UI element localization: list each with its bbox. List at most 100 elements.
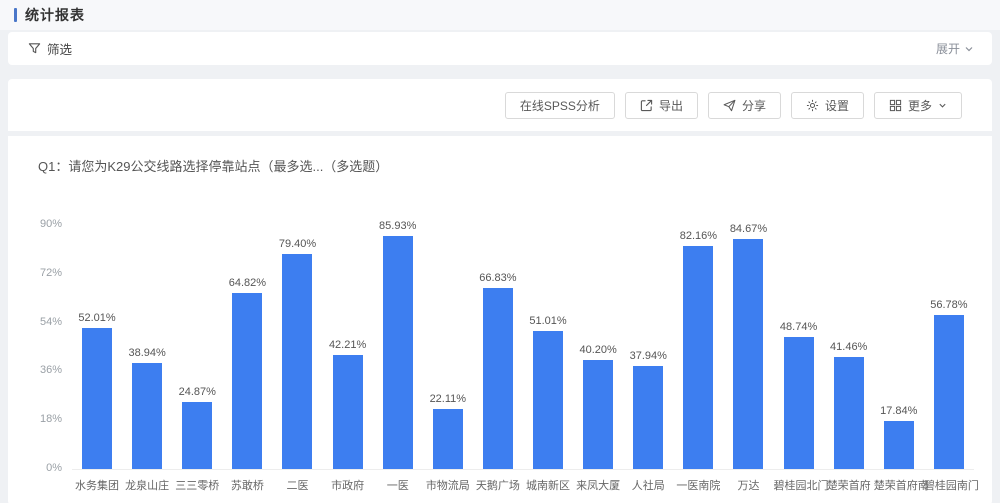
- x-axis-label: 市政府: [331, 480, 365, 492]
- filter-funnel-icon: [28, 42, 41, 55]
- toolbar: 在线SPSS分析 导出 分享: [8, 79, 992, 131]
- page-title: 统计报表: [25, 7, 85, 23]
- bar-column: 22.11%: [423, 199, 473, 469]
- grid-icon: [889, 99, 902, 112]
- y-axis-tick: 72%: [39, 266, 62, 279]
- x-axis-label: 城南新区: [526, 480, 571, 492]
- x-axis-label: 三三零桥: [175, 480, 220, 492]
- bar-value-label: 51.01%: [529, 314, 567, 327]
- bar-column: 48.74%: [774, 199, 824, 469]
- bar[interactable]: [182, 401, 213, 469]
- share-button[interactable]: 分享: [707, 91, 781, 119]
- bar-value-label: 84.67%: [729, 223, 768, 236]
- more-label: 更多: [907, 98, 932, 113]
- bar-value-label: 79.40%: [278, 237, 317, 250]
- export-icon: [640, 99, 653, 112]
- bar-column: 41.46%: [824, 199, 874, 469]
- question-title: Q1：请您为K29公交线路选择停靠站点（最多选...（多选题）: [38, 159, 389, 174]
- bar-value-label: 48.74%: [779, 320, 818, 333]
- x-axis-label: 龙泉山庄: [125, 480, 170, 492]
- bar-column: 64.82%: [222, 199, 272, 469]
- bar[interactable]: [382, 236, 413, 469]
- x-axis-label: 苏敢桥: [230, 480, 264, 492]
- spss-analysis-label: 在线SPSS分析: [519, 98, 600, 113]
- bar[interactable]: [883, 420, 914, 469]
- x-axis-label: 天鹅广场: [475, 480, 520, 492]
- x-axis-label: 来凤大厦: [576, 480, 621, 492]
- bar-value-label: 52.01%: [78, 312, 116, 324]
- bar[interactable]: [132, 363, 163, 469]
- share-label: 分享: [741, 98, 766, 113]
- x-axis-label: 一医南院: [676, 480, 721, 492]
- x-axis-label: 碧桂园南门: [923, 480, 979, 492]
- bar[interactable]: [733, 239, 764, 469]
- bar-column: 56.78%: [924, 199, 974, 469]
- gear-icon: [806, 99, 819, 112]
- bar-value-label: 85.93%: [379, 220, 417, 233]
- bar-column: 84.67%: [723, 199, 773, 469]
- y-axis: 0% 18% 36% 54% 72% 90%: [22, 218, 62, 474]
- bar-column: 66.83%: [473, 199, 523, 469]
- bar[interactable]: [432, 409, 463, 469]
- filter-toggle[interactable]: 筛选: [28, 39, 72, 58]
- y-axis-tick: 0%: [46, 462, 62, 474]
- bar-value-label: 66.83%: [479, 271, 517, 284]
- y-axis-tick: 90%: [39, 218, 62, 230]
- bar[interactable]: [833, 356, 864, 469]
- x-axis-label: 水务集团: [75, 480, 120, 492]
- bar-value-label: 40.20%: [579, 344, 617, 357]
- report-card: Q1：请您为K29公交线路选择停靠站点（最多选...（多选题） 0% 18% 36%…: [8, 136, 992, 503]
- settings-label: 设置: [824, 98, 849, 113]
- bar-value-label: 37.94%: [629, 350, 667, 363]
- filter-label: 筛选: [47, 43, 73, 57]
- bar-value-label: 17.84%: [880, 404, 918, 417]
- chevron-down-icon: [964, 44, 974, 54]
- bar[interactable]: [482, 287, 513, 469]
- bar[interactable]: [282, 253, 313, 469]
- export-label: 导出: [658, 98, 683, 113]
- bar-value-label: 56.78%: [930, 299, 968, 312]
- x-axis-label: 二医: [286, 480, 309, 492]
- x-axis-label: 人社局: [631, 480, 665, 492]
- bar-column: 17.84%: [874, 199, 924, 469]
- bar-column: 40.20%: [573, 199, 623, 469]
- y-axis-tick: 54%: [39, 315, 62, 328]
- y-axis-tick: 18%: [39, 413, 62, 426]
- x-axis-label: 碧桂园北门: [773, 480, 829, 492]
- expand-toggle[interactable]: 展开: [936, 40, 974, 57]
- bar-column: 51.01%: [523, 199, 573, 469]
- bar[interactable]: [583, 360, 614, 469]
- more-button[interactable]: 更多: [873, 91, 962, 119]
- bar-value-label: 24.87%: [178, 385, 216, 398]
- bar-value-label: 82.16%: [679, 230, 718, 243]
- bar[interactable]: [82, 328, 113, 469]
- filter-bar: 筛选 展开: [8, 32, 992, 65]
- bar[interactable]: [783, 336, 814, 469]
- bar[interactable]: [533, 330, 564, 469]
- bar-value-label: 22.11%: [429, 393, 467, 406]
- expand-label: 展开: [935, 42, 960, 56]
- y-axis-tick: 36%: [39, 364, 62, 377]
- settings-button[interactable]: 设置: [790, 91, 864, 119]
- x-axis: 水务集团 龙泉山庄 三三零桥 苏敢桥 二医 市政府 一医 市物流局 天鹅广场 城南新区 来凤大厦 人社…: [72, 470, 979, 493]
- spss-analysis-button[interactable]: 在线SPSS分析: [504, 91, 615, 119]
- bar[interactable]: [933, 315, 964, 469]
- bar-column: 79.40%: [272, 199, 322, 469]
- x-axis-label: 市物流局: [425, 480, 470, 492]
- bar-column: 82.16%: [673, 199, 723, 469]
- bar-column: 85.93%: [373, 199, 423, 469]
- export-button[interactable]: 导出: [624, 91, 698, 119]
- bar-value-label: 42.21%: [328, 338, 367, 351]
- bar-column: 52.01%: [72, 199, 122, 469]
- bar[interactable]: [232, 293, 263, 469]
- bar-column: 24.87%: [172, 199, 222, 469]
- chevron-down-icon: [938, 101, 947, 110]
- bar[interactable]: [332, 354, 363, 469]
- bar-value-label: 41.46%: [830, 340, 868, 353]
- bar[interactable]: [683, 246, 714, 469]
- bar[interactable]: [633, 366, 664, 469]
- bar-column: 37.94%: [623, 199, 673, 469]
- bar-value-label: 64.82%: [228, 277, 267, 290]
- x-axis-label: 万达: [737, 480, 760, 492]
